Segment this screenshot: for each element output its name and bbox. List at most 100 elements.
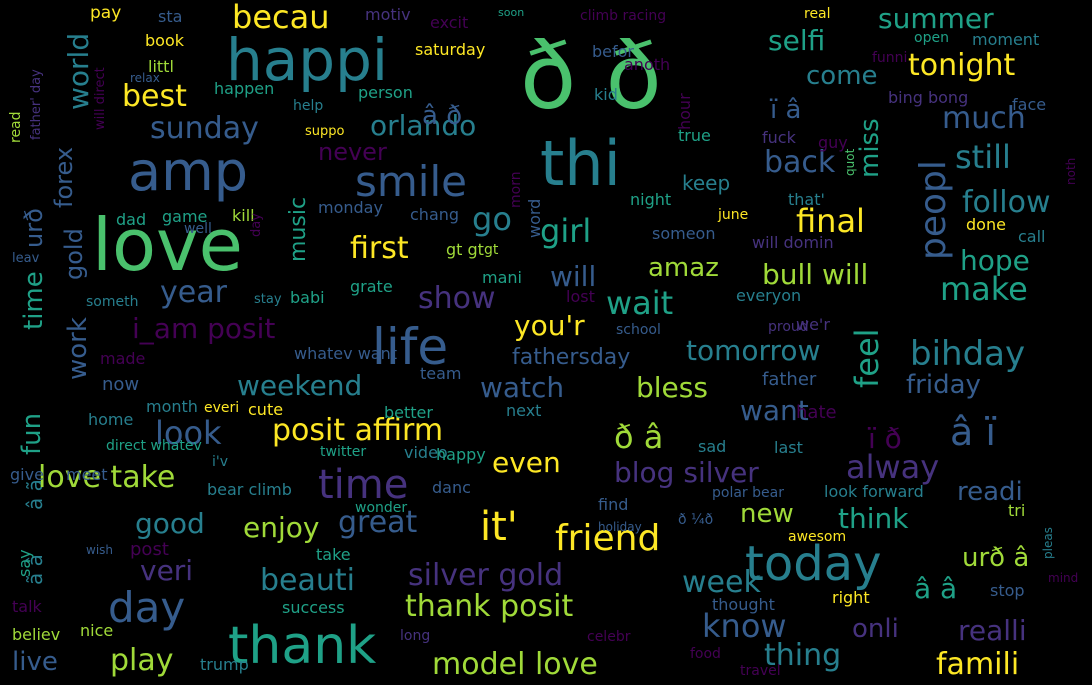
- cloud-word: bing bong: [888, 88, 968, 107]
- cloud-word: i'v: [212, 454, 228, 470]
- cloud-word: famili: [936, 647, 1019, 682]
- cloud-word: well: [184, 221, 212, 237]
- cloud-word: will direct: [93, 67, 108, 130]
- cloud-word: realli: [958, 614, 1027, 647]
- cloud-word: bless: [636, 371, 708, 404]
- cloud-word: will domin: [752, 233, 834, 252]
- cloud-word: noth: [1064, 158, 1078, 185]
- cloud-word: know: [702, 607, 787, 645]
- cloud-word: â ã: [23, 479, 47, 510]
- cloud-word: success: [282, 598, 345, 617]
- cloud-word: fuck: [762, 128, 797, 147]
- cloud-word: urð: [20, 208, 48, 248]
- cloud-word: keep: [682, 171, 730, 195]
- cloud-word: veri: [140, 554, 193, 587]
- cloud-word: day: [108, 583, 185, 632]
- cloud-word: follow: [962, 185, 1050, 220]
- cloud-word: we'r: [796, 315, 830, 334]
- cloud-word: tri: [1008, 501, 1025, 520]
- cloud-word: night: [630, 190, 671, 209]
- cloud-word: gt: [484, 242, 499, 258]
- cloud-word: thank posit: [405, 589, 573, 624]
- cloud-word: polar bear: [712, 485, 784, 501]
- cloud-word: someth: [86, 294, 138, 310]
- cloud-word: great: [338, 505, 418, 540]
- cloud-word: enjoy: [243, 511, 319, 544]
- cloud-word: blog silver: [614, 456, 759, 489]
- cloud-word: littl: [148, 57, 174, 76]
- cloud-word: girl: [540, 212, 591, 250]
- cloud-word: play: [110, 643, 174, 678]
- cloud-word: video: [404, 443, 448, 462]
- cloud-word: find: [598, 495, 628, 514]
- cloud-word: music: [286, 197, 311, 262]
- cloud-word: celebr: [587, 629, 631, 645]
- cloud-word: forex: [50, 147, 78, 208]
- cloud-word: selfi: [768, 24, 825, 57]
- cloud-word: month: [146, 397, 198, 416]
- cloud-word: monday: [318, 198, 383, 217]
- cloud-word: friend: [555, 518, 660, 559]
- cloud-word: still: [955, 138, 1011, 176]
- cloud-word: kill: [232, 206, 255, 225]
- cloud-word: today: [745, 536, 881, 592]
- cloud-word: ï ð: [867, 422, 902, 455]
- cloud-word: hate: [796, 402, 837, 423]
- cloud-word: orlando: [370, 109, 476, 142]
- cloud-word: wait: [606, 284, 673, 322]
- cloud-word: post: [130, 539, 169, 560]
- cloud-word: read: [8, 111, 24, 143]
- cloud-word: ð â: [614, 418, 663, 456]
- cloud-word: smile: [355, 157, 467, 206]
- cloud-word: help: [293, 98, 323, 114]
- cloud-word: gt gt: [446, 240, 484, 259]
- cloud-word: readi: [957, 477, 1023, 507]
- cloud-word: sta: [158, 7, 182, 26]
- cloud-word: hour: [675, 93, 694, 130]
- cloud-word: ã â: [23, 554, 47, 585]
- cloud-word: bear climb: [207, 480, 292, 499]
- cloud-word: leav: [12, 251, 40, 266]
- cloud-word: next: [506, 401, 541, 420]
- cloud-word: want: [740, 394, 809, 427]
- cloud-word: say: [15, 549, 34, 577]
- cloud-word: back: [764, 145, 836, 180]
- cloud-word: wonder: [355, 500, 407, 516]
- cloud-word: thank: [228, 616, 376, 676]
- cloud-word: stay: [254, 292, 282, 307]
- cloud-word: posit affirm: [272, 413, 443, 448]
- cloud-word: sunday: [150, 111, 259, 146]
- cloud-word: trump: [200, 655, 249, 674]
- cloud-word: right: [832, 588, 870, 607]
- cloud-word: babi: [290, 288, 325, 307]
- cloud-word: everyon: [736, 286, 801, 305]
- cloud-word: final: [796, 202, 865, 240]
- cloud-word: book: [145, 31, 185, 50]
- cloud-word: bihday: [910, 334, 1025, 374]
- cloud-word: father: [762, 369, 817, 390]
- cloud-word: better: [384, 403, 433, 422]
- cloud-word: watch: [480, 371, 564, 404]
- cloud-word: moment: [972, 30, 1039, 49]
- cloud-word: new: [740, 499, 794, 529]
- cloud-word: now: [102, 374, 139, 395]
- cloud-word: work: [63, 317, 93, 380]
- cloud-word: â ï: [950, 410, 996, 454]
- cloud-word: thi: [540, 127, 621, 200]
- cloud-word: nice: [80, 621, 113, 640]
- cloud-word: sad: [698, 437, 726, 456]
- cloud-word: urð â: [962, 543, 1029, 573]
- cloud-word: â â: [914, 572, 957, 605]
- cloud-word: weekend: [237, 369, 362, 402]
- cloud-word: model love: [432, 647, 598, 682]
- cloud-word: holiday: [598, 520, 642, 534]
- cloud-word: world: [62, 33, 95, 110]
- cloud-word: cute: [248, 400, 283, 419]
- cloud-word: motiv: [365, 5, 411, 24]
- cloud-word: twitter: [320, 444, 366, 460]
- cloud-word: pleas: [1041, 527, 1055, 559]
- cloud-word: soon: [498, 6, 524, 19]
- cloud-word: make: [940, 270, 1028, 308]
